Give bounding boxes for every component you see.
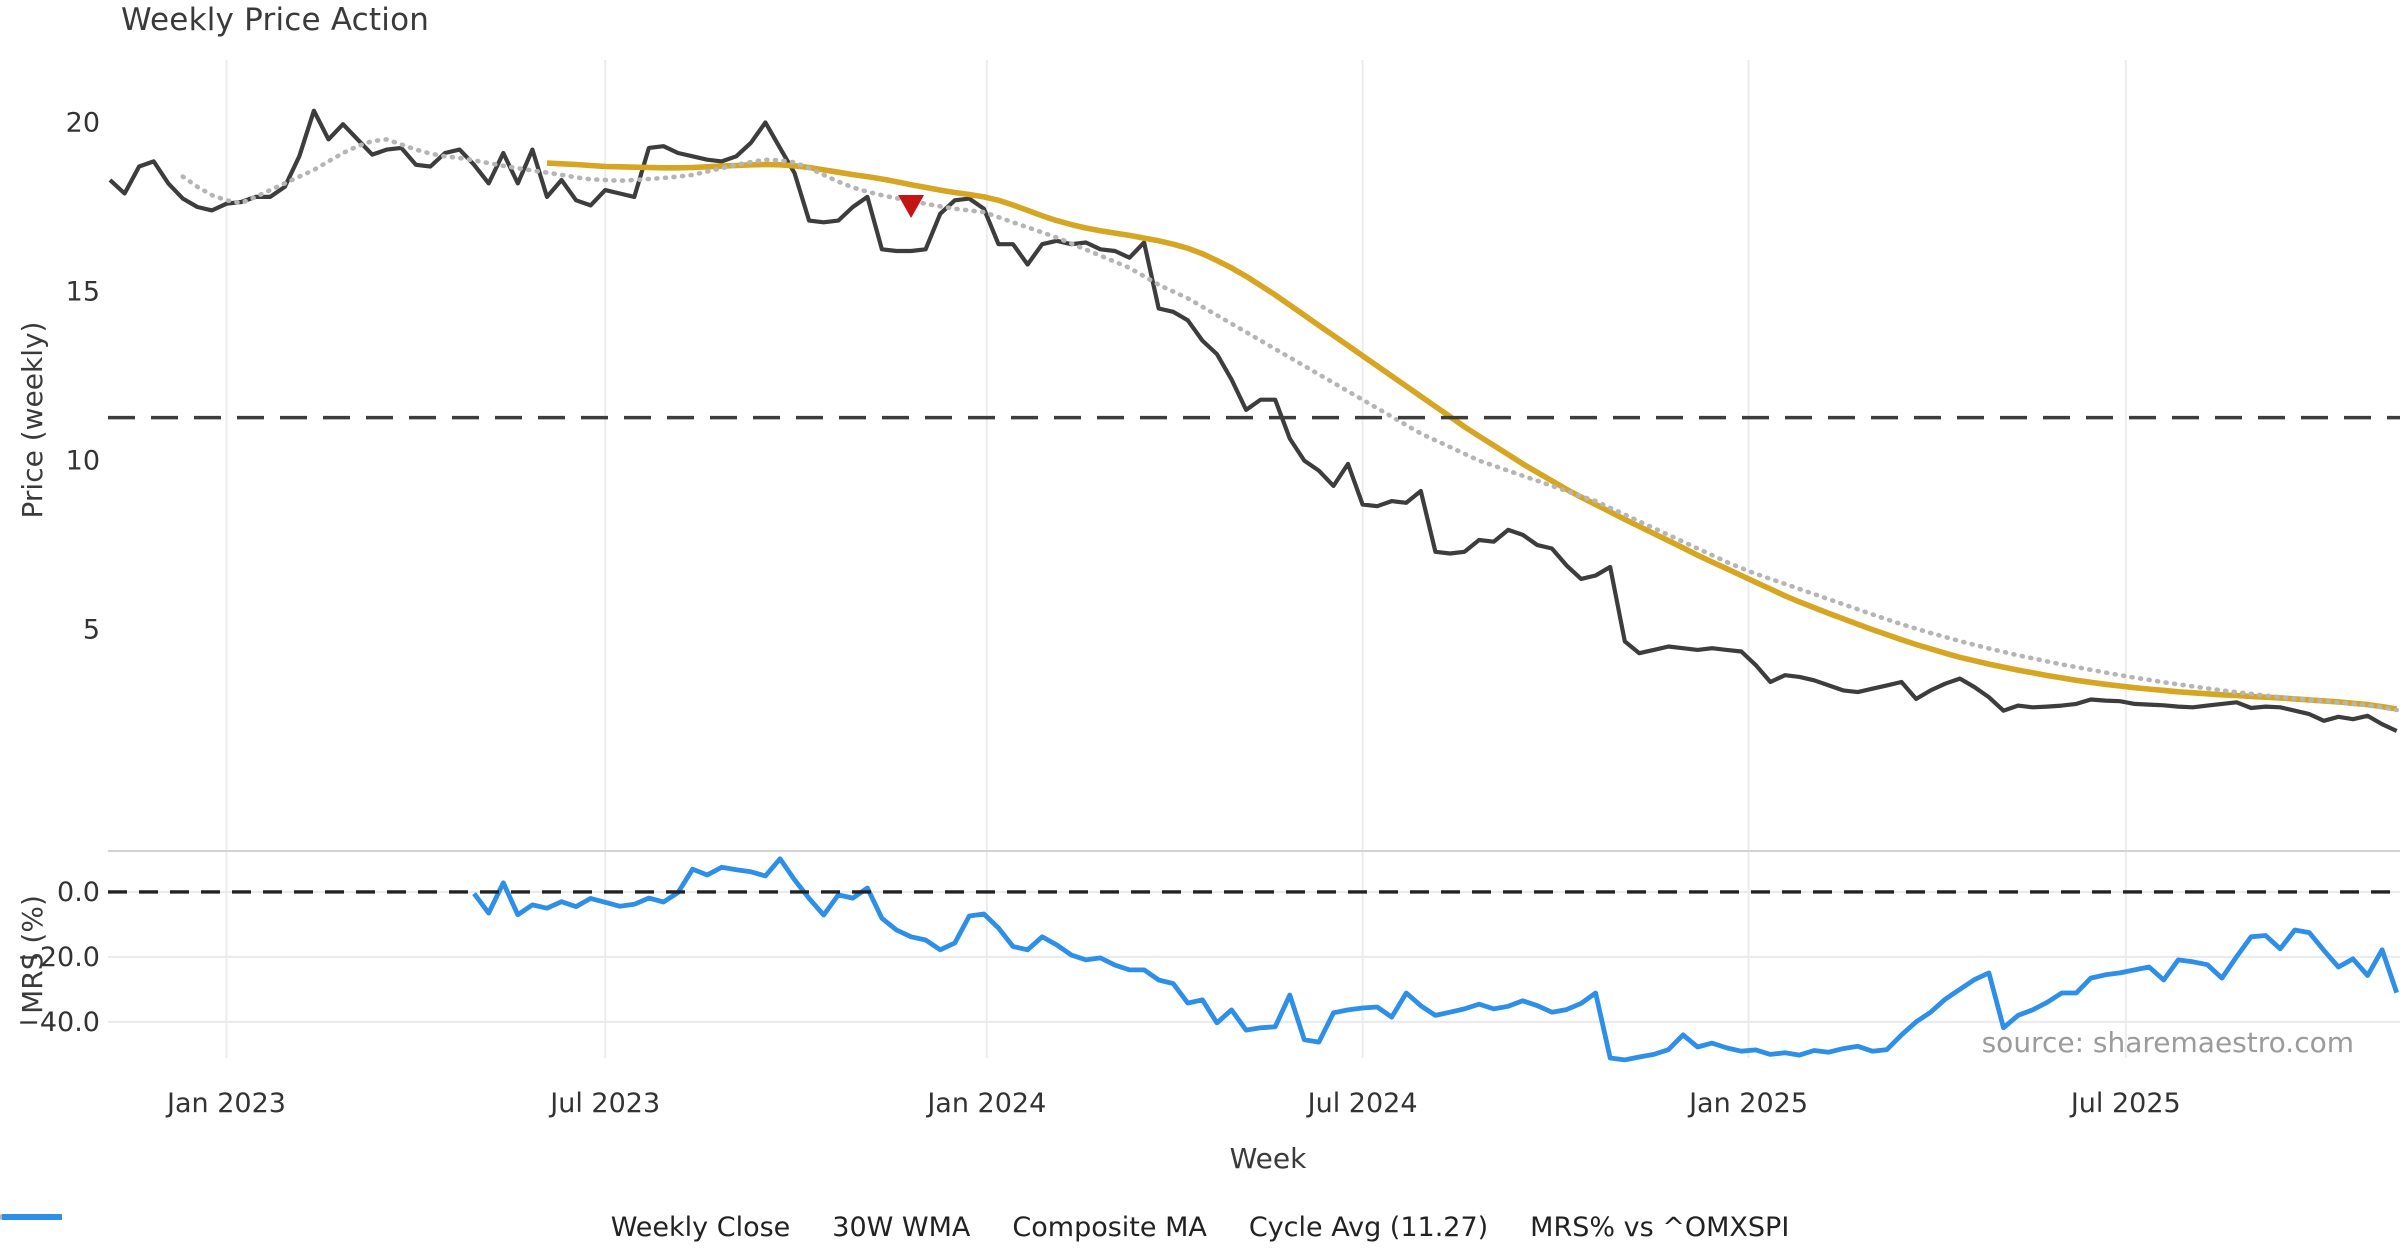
series-mrs-vs-omxspi bbox=[472, 856, 2399, 1063]
x-tick-label: Jul 2025 bbox=[2069, 1088, 2181, 1119]
legend-item-weekly-close: Weekly Close bbox=[2, 1212, 791, 1243]
mrs-axis-label: MRS (%) bbox=[16, 895, 49, 1014]
legend-item-label: Composite MA bbox=[1012, 1212, 1207, 1243]
mrs-y-tick-label: 0.0 bbox=[57, 877, 100, 908]
page-title: Weekly Price Action bbox=[121, 2, 430, 38]
x-tick-label: Jan 2023 bbox=[165, 1088, 286, 1119]
legend-item-label: MRS% vs ^OMXSPI bbox=[1530, 1212, 1790, 1243]
legend-item-composite-ma: Composite MA bbox=[0, 1212, 1207, 1243]
x-tick-label: Jan 2025 bbox=[1687, 1088, 1808, 1119]
chart-legend: Weekly Close 30W WMA Composite MA Cycle Avg… bbox=[0, 1212, 2400, 1243]
legend-item-mrs-vs-omxspi: MRS% vs ^OMXSPI bbox=[2, 1212, 1790, 1243]
source-note: source: sharemaestro.com bbox=[1981, 1026, 2354, 1059]
price-y-tick-label: 20 bbox=[66, 108, 100, 139]
series-composite-ma bbox=[180, 137, 2399, 713]
price-y-tick-label: 15 bbox=[66, 277, 100, 308]
x-tick-label: Jul 2024 bbox=[1306, 1088, 1418, 1119]
series-weekly-close bbox=[108, 108, 2398, 733]
legend-item-label: Weekly Close bbox=[610, 1212, 791, 1243]
price-y-tick-label: 5 bbox=[83, 615, 100, 646]
legend-item-label: Cycle Avg (11.27) bbox=[1248, 1212, 1489, 1243]
x-axis-label: Week bbox=[1230, 1142, 1307, 1175]
legend-item-30w-wma: 30W WMA bbox=[2, 1212, 971, 1243]
legend-line-sample-icon bbox=[2, 1214, 62, 1220]
price-y-tick-label: 10 bbox=[66, 446, 100, 477]
legend-item-cycle-avg-11-27-: Cycle Avg (11.27) bbox=[2, 1212, 1489, 1243]
legend-item-label: 30W WMA bbox=[832, 1212, 971, 1243]
mrs-y-tick-label: −20.0 bbox=[17, 942, 100, 973]
series-30w-wma bbox=[546, 160, 2398, 712]
price-axis-label: Price (weekly) bbox=[16, 322, 49, 519]
x-tick-label: Jan 2024 bbox=[925, 1088, 1046, 1119]
x-tick-label: Jul 2023 bbox=[548, 1088, 660, 1119]
mrs-y-tick-label: −40.0 bbox=[17, 1007, 100, 1038]
sell-signal-marker-icon bbox=[898, 195, 925, 219]
